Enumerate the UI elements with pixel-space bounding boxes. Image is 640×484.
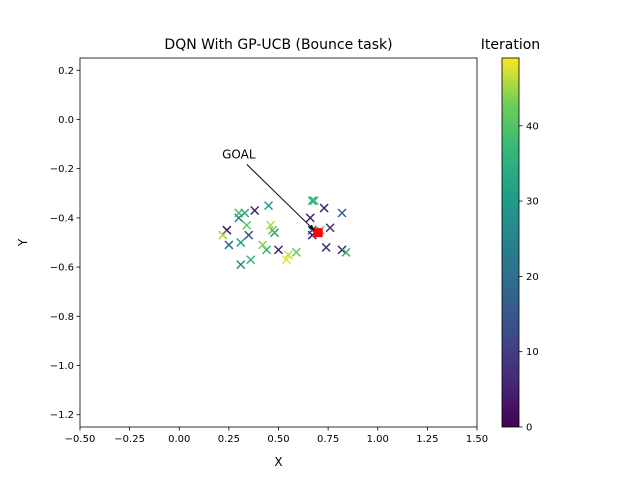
- scatter-point: [268, 225, 278, 235]
- annotation-arrow: [246, 164, 315, 231]
- annotation-label: GOAL: [222, 147, 256, 161]
- x-tick-label: 1.25: [416, 434, 438, 445]
- colorbar: [501, 57, 520, 428]
- y-tick-label: −0.6: [50, 263, 74, 274]
- scatter-point: [264, 201, 274, 211]
- scatter-point: [307, 196, 317, 206]
- scatter-point: [236, 260, 246, 270]
- x-tick-label: −0.50: [65, 434, 96, 445]
- scatter-point: [325, 223, 335, 233]
- colorbar-tick-label: 20: [526, 272, 539, 283]
- scatter-point: [309, 196, 319, 206]
- scatter-point: [321, 242, 331, 252]
- x-tick-label: 1.50: [466, 434, 488, 445]
- annotation-arrowhead: [308, 224, 315, 231]
- scatter-point: [246, 255, 256, 265]
- colorbar-tick-label: 10: [526, 347, 539, 358]
- y-tick-label: −1.2: [50, 410, 74, 421]
- scatter-point: [305, 213, 315, 223]
- scatter-point: [258, 240, 268, 250]
- goal-marker: [313, 228, 323, 238]
- scatter-point: [319, 203, 329, 213]
- scatter-point: [236, 237, 246, 248]
- scatter-point: [242, 220, 252, 230]
- scatter-point: [291, 247, 301, 257]
- scatter-point: [281, 255, 291, 265]
- y-tick-label: −1.0: [50, 361, 74, 372]
- colorbar-tick-label: 0: [526, 423, 532, 434]
- scatter-point: [234, 208, 244, 218]
- scatter-point: [250, 205, 260, 216]
- scatter-point: [218, 230, 228, 240]
- x-axis-label: X: [274, 455, 282, 469]
- scatter-point: [337, 208, 347, 218]
- y-tick-label: 0.0: [58, 115, 74, 126]
- colorbar-tick-label: 30: [526, 197, 539, 208]
- x-tick-label: −0.25: [114, 434, 145, 445]
- scatter-point: [283, 250, 293, 260]
- y-tick-label: 0.2: [58, 66, 74, 77]
- scatter-point: [224, 240, 234, 250]
- chart-title: DQN With GP-UCB (Bounce task): [164, 37, 392, 53]
- plot-area: [80, 58, 477, 427]
- x-axis: −0.50 −0.25 0.00 0.25 0.50 0.75 1.00 1.25 1.50: [65, 427, 488, 445]
- scatter-point: [244, 230, 254, 240]
- scatter-point: [341, 247, 351, 257]
- colorbar-tick-label: 40: [526, 121, 539, 132]
- plot-layer: GOAL: [218, 147, 351, 270]
- scatter-point: [273, 245, 284, 255]
- x-tick-label: 1.00: [367, 434, 389, 445]
- y-tick-label: −0.8: [50, 312, 74, 323]
- x-tick-label: 0.00: [168, 434, 190, 445]
- scatter-point: [266, 220, 276, 230]
- y-axis: 0.2 0.0 −0.2 −0.4 −0.6 −0.8 −1.0 −1.2: [50, 66, 80, 421]
- scatter-point: [337, 245, 347, 255]
- x-tick-label: 0.75: [317, 434, 339, 445]
- x-tick-label: 0.50: [267, 434, 289, 445]
- colorbar-label: Iteration: [481, 37, 540, 53]
- y-tick-label: −0.4: [50, 213, 74, 224]
- x-tick-label: 0.25: [218, 434, 240, 445]
- y-axis-label: Y: [16, 238, 30, 247]
- colorbar-ticks: 0 10 20 30 40: [519, 121, 539, 434]
- y-tick-label: −0.2: [50, 164, 74, 175]
